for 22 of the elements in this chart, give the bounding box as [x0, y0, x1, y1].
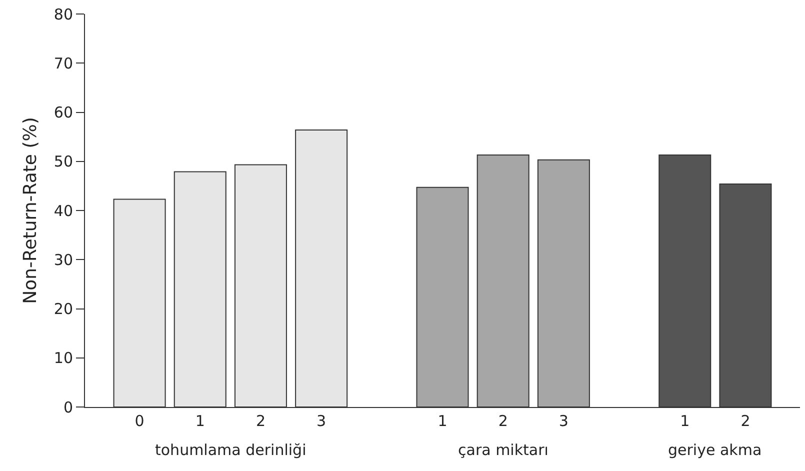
x-tick-label: 1: [680, 412, 690, 430]
text: çara miktarı: [458, 441, 548, 459]
x-tick-label: 0: [134, 412, 144, 430]
x-tick-label: 1: [195, 412, 205, 430]
y-tick-label: 0: [63, 398, 73, 416]
y-tick-label: 10: [54, 349, 73, 368]
text: geriye akma: [668, 441, 762, 459]
y-tick-label: 20: [54, 300, 73, 318]
x-tick-label: 2: [256, 412, 266, 430]
y-tick-label: 70: [54, 54, 73, 72]
text: tohumlama derinliği: [155, 441, 306, 459]
y-axis-title: Non-Return-Rate (%): [20, 117, 42, 304]
x-tick-label: 2: [498, 412, 508, 430]
x-tick-label: 1: [438, 412, 448, 430]
y-tick-label: 60: [54, 104, 73, 122]
y-tick-label: 80: [54, 5, 73, 24]
x-tick-label: 2: [740, 412, 750, 430]
x-tick-label: 3: [558, 412, 568, 430]
y-tick-label: 30: [54, 250, 73, 269]
y-tick-label: 40: [54, 202, 73, 220]
y-tick-label: 50: [54, 152, 73, 171]
x-tick-label: 3: [316, 412, 326, 430]
